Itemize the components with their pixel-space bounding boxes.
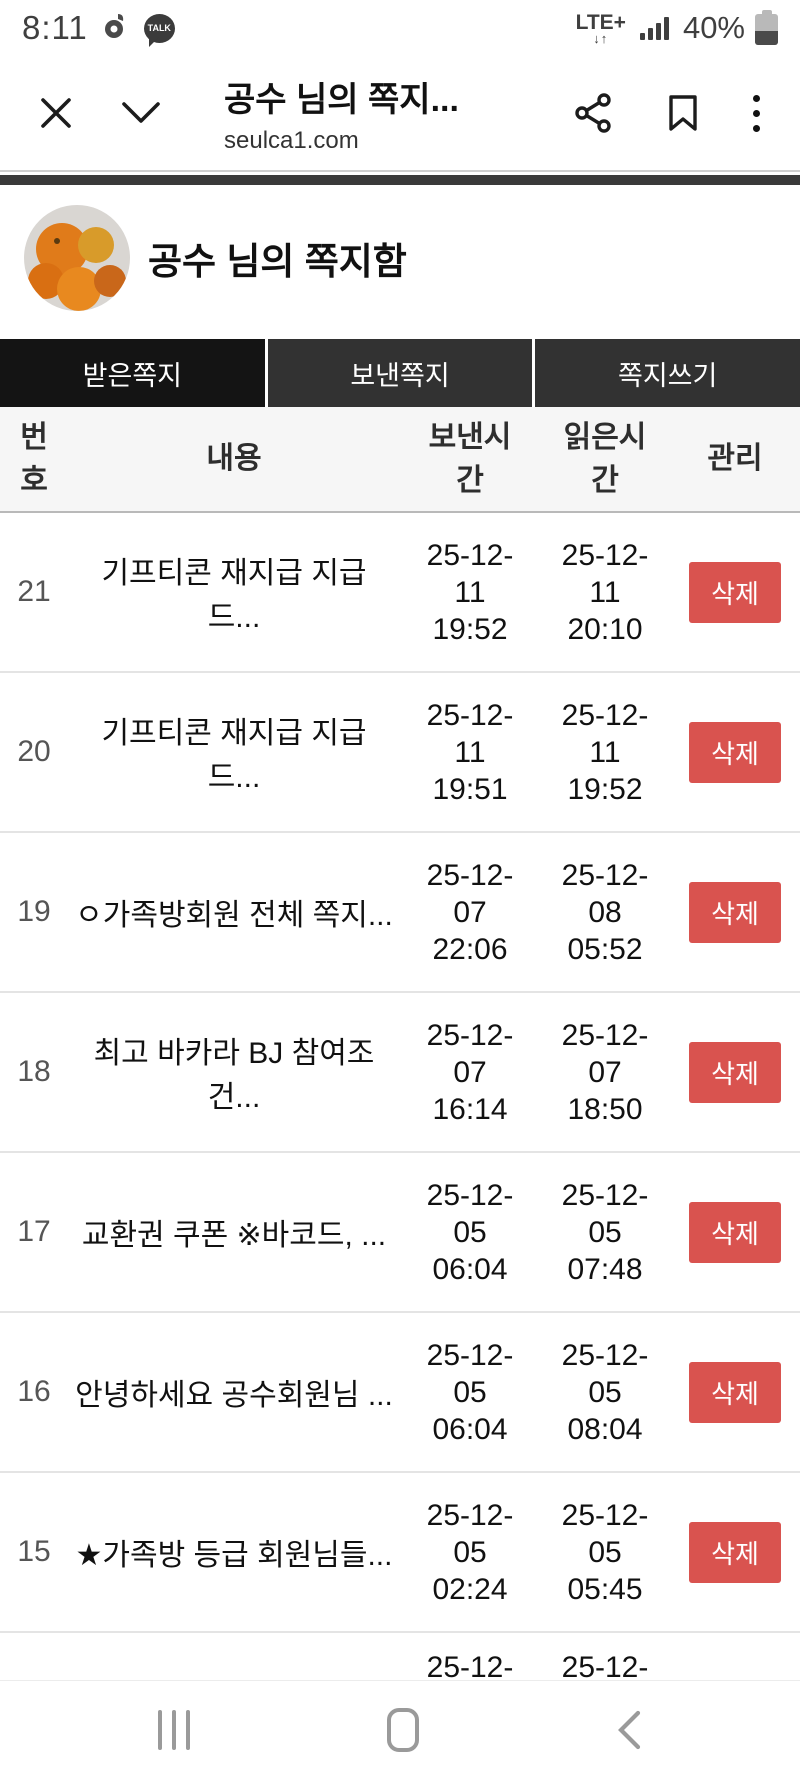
- android-nav-bar: [0, 1680, 800, 1778]
- table-row: 15 ★가족방 등급 회원님들... 25-12- 05 02:24 25-12…: [0, 1473, 800, 1633]
- sent-time: 25-12- 05 02:24: [426, 1498, 514, 1606]
- header-read-time: 읽은시 간: [563, 420, 647, 498]
- inbox-tabs: 받은쪽지 보낸쪽지 쪽지쓰기: [0, 339, 800, 407]
- sent-time: 25-12- 11 19:51: [426, 698, 514, 806]
- read-time: 25-12- 07 18:50: [561, 1018, 649, 1126]
- row-number: 15: [17, 1535, 51, 1568]
- tab-sent[interactable]: 보낸쪽지: [267, 339, 533, 407]
- read-time: 25-12-: [561, 1651, 649, 1684]
- inbox-heading: 공수 님의 쪽지함: [148, 241, 407, 282]
- kakaotalk-icon: TALK: [143, 13, 175, 47]
- tab-received[interactable]: 받은쪽지: [0, 339, 265, 407]
- page-title-block: 공수 님의 쪽지... seulca1.com: [224, 72, 459, 155]
- read-time: 25-12- 05 07:48: [561, 1178, 649, 1286]
- chevron-down-icon[interactable]: [120, 100, 162, 126]
- table-row: 17 교환권 쿠폰 ※바코드, ... 25-12- 05 06:04 25-1…: [0, 1153, 800, 1313]
- profile-section: 공수 님의 쪽지함: [0, 185, 800, 339]
- notification-icon: [104, 12, 128, 45]
- header-manage: 관리: [707, 442, 763, 476]
- sent-time: 25-12- 07 16:14: [426, 1018, 514, 1126]
- recents-icon[interactable]: [158, 1709, 191, 1750]
- home-icon[interactable]: [386, 1707, 419, 1752]
- delete-button[interactable]: 삭제: [689, 1521, 781, 1583]
- sent-time: 25-12-: [426, 1651, 514, 1684]
- delete-button[interactable]: 삭제: [689, 561, 781, 623]
- network-type-indicator: LTE+ ↓↑: [575, 10, 626, 46]
- message-link[interactable]: ㅇ가족방회원 전체 쪽지...: [75, 899, 393, 932]
- battery-icon: [755, 10, 778, 46]
- table-header: 번 호 내용 보낸시 간 읽은시 간 관리: [0, 407, 800, 513]
- message-link[interactable]: 교환권 쿠폰 ※바코드, ...: [81, 1219, 387, 1252]
- sent-time: 25-12- 05 06:04: [426, 1178, 514, 1286]
- battery-percent: 40%: [682, 10, 745, 45]
- browser-toolbar: 공수 님의 쪽지... seulca1.com: [0, 56, 800, 170]
- status-bar: 8:11 TALK LTE+ ↓↑ 40%: [0, 0, 800, 56]
- delete-button[interactable]: 삭제: [689, 1361, 781, 1423]
- delete-button[interactable]: 삭제: [689, 881, 781, 943]
- sent-time: 25-12- 07 22:06: [426, 858, 514, 966]
- read-time: 25-12- 05 05:45: [561, 1498, 649, 1606]
- read-time: 25-12- 11 20:10: [561, 538, 649, 646]
- delete-button[interactable]: 삭제: [689, 1041, 781, 1103]
- row-number: 18: [17, 1055, 51, 1088]
- read-time: 25-12- 11 19:52: [561, 698, 649, 806]
- table-row: 19 ㅇ가족방회원 전체 쪽지... 25-12- 07 22:06 25-12…: [0, 833, 800, 993]
- read-time: 25-12- 05 08:04: [561, 1338, 649, 1446]
- message-link[interactable]: 기프티콘 재지급 지급 드...: [101, 717, 367, 794]
- row-number: 21: [17, 575, 51, 608]
- message-link[interactable]: 기프티콘 재지급 지급 드...: [101, 557, 367, 634]
- table-row: 20 기프티콘 재지급 지급 드... 25-12- 11 19:51 25-1…: [0, 673, 800, 833]
- signal-strength-icon: [639, 16, 669, 40]
- table-row: 16 안녕하세요 공수회원님 ... 25-12- 05 06:04 25-12…: [0, 1313, 800, 1473]
- table-row: 18 최고 바카라 BJ 참여조건... 25-12- 07 16:14 25-…: [0, 993, 800, 1153]
- overflow-menu-icon[interactable]: [753, 94, 760, 132]
- page-url: seulca1.com: [224, 126, 359, 154]
- read-time: 25-12- 08 05:52: [561, 858, 649, 966]
- message-link[interactable]: 최고 바카라 BJ 참여조건...: [93, 1037, 375, 1114]
- profile-avatar: [24, 205, 130, 311]
- bookmark-icon[interactable]: [667, 93, 699, 133]
- delete-button[interactable]: 삭제: [689, 1201, 781, 1263]
- back-icon[interactable]: [616, 1709, 642, 1751]
- message-link[interactable]: ★가족방 등급 회원님들...: [75, 1539, 393, 1572]
- row-number: 17: [17, 1215, 51, 1248]
- table-row: 21 기프티콘 재지급 지급 드... 25-12- 11 19:52 25-1…: [0, 513, 800, 673]
- toolbar-divider: [0, 170, 800, 185]
- header-sent-time: 보낸시 간: [428, 420, 512, 498]
- row-number: 20: [17, 735, 51, 768]
- sent-time: 25-12- 11 19:52: [426, 538, 514, 646]
- sent-time: 25-12- 05 06:04: [426, 1338, 514, 1446]
- tab-compose[interactable]: 쪽지쓰기: [535, 339, 800, 407]
- close-icon[interactable]: [38, 95, 74, 131]
- row-number: 19: [17, 895, 51, 928]
- message-link[interactable]: 안녕하세요 공수회원님 ...: [75, 1379, 393, 1412]
- header-number: 번 호: [20, 420, 48, 498]
- clock: 8:11: [22, 9, 88, 46]
- delete-button[interactable]: 삭제: [689, 721, 781, 783]
- row-number: 16: [17, 1375, 51, 1408]
- page-title: 공수 님의 쪽지...: [224, 80, 459, 119]
- header-content: 내용: [206, 442, 262, 476]
- share-icon[interactable]: [575, 93, 613, 133]
